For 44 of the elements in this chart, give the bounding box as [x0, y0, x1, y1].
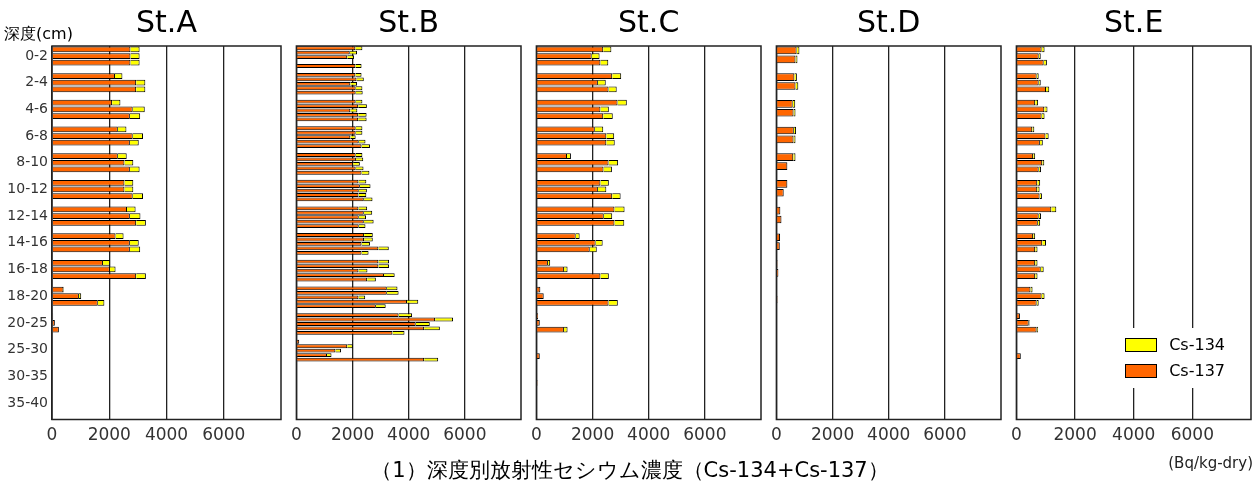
x-tick-label: 0: [46, 424, 58, 445]
x-axis-title: (Bq/kg-dry): [1168, 454, 1253, 472]
x-tick-label: 6000: [683, 424, 727, 445]
y-tick-label: 6-8: [25, 126, 48, 143]
y-axis-title: 深度(cm): [4, 24, 73, 45]
chart-title: St.D: [855, 3, 922, 41]
x-tick-label: 0: [530, 424, 542, 445]
y-tick-label: 20-25: [7, 313, 48, 330]
x-tick-label: 2000: [1053, 424, 1097, 445]
legend-label: Cs-137: [1169, 361, 1225, 381]
y-tick-label: 14-16: [7, 233, 49, 250]
x-tick-label: 6000: [923, 424, 967, 445]
y-tick-label: 10-12: [7, 180, 48, 197]
x-tick-label: 2000: [330, 424, 375, 445]
y-tick-label: 8-10: [16, 153, 48, 170]
x-tick-label: 0: [770, 424, 782, 445]
x-tick-label: 0: [1010, 424, 1022, 445]
x-tick-label: 6000: [1170, 424, 1214, 445]
y-tick-label: 30-35: [7, 366, 48, 383]
x-tick-label: 4000: [627, 424, 671, 445]
y-tick-label: 4-6: [25, 100, 49, 117]
x-tick-label: 2000: [570, 424, 615, 445]
y-tick-label: 2-4: [25, 73, 49, 90]
chart-title: St.B: [377, 3, 441, 41]
x-tick-label: 6000: [202, 424, 246, 445]
y-tick-label: 25-30: [7, 340, 48, 357]
chart-title: St.E: [1103, 3, 1165, 41]
x-tick-label: 4000: [867, 424, 911, 445]
chart-title: St.A: [136, 4, 197, 39]
x-tick-label: 4000: [144, 424, 189, 445]
y-tick-label: 35-40: [7, 393, 48, 410]
legend-label: Cs-134: [1169, 335, 1225, 355]
y-tick-label: 18-20: [7, 286, 48, 303]
x-tick-label: 6000: [443, 424, 487, 445]
x-tick-label: 2000: [87, 424, 131, 445]
chart-title: St.C: [617, 3, 681, 41]
x-tick-label: 4000: [387, 424, 431, 445]
text: （1）深度別放射性セシウム濃度（Cs-134+Cs-137）: [371, 458, 889, 482]
y-tick-label: 0-2: [25, 46, 48, 63]
y-tick-label: 16-18: [7, 260, 48, 277]
x-tick-label: 2000: [810, 424, 855, 445]
y-tick-label: 12-14: [7, 206, 49, 223]
x-tick-label: 0: [290, 424, 302, 445]
x-tick-label: 4000: [1112, 424, 1156, 445]
